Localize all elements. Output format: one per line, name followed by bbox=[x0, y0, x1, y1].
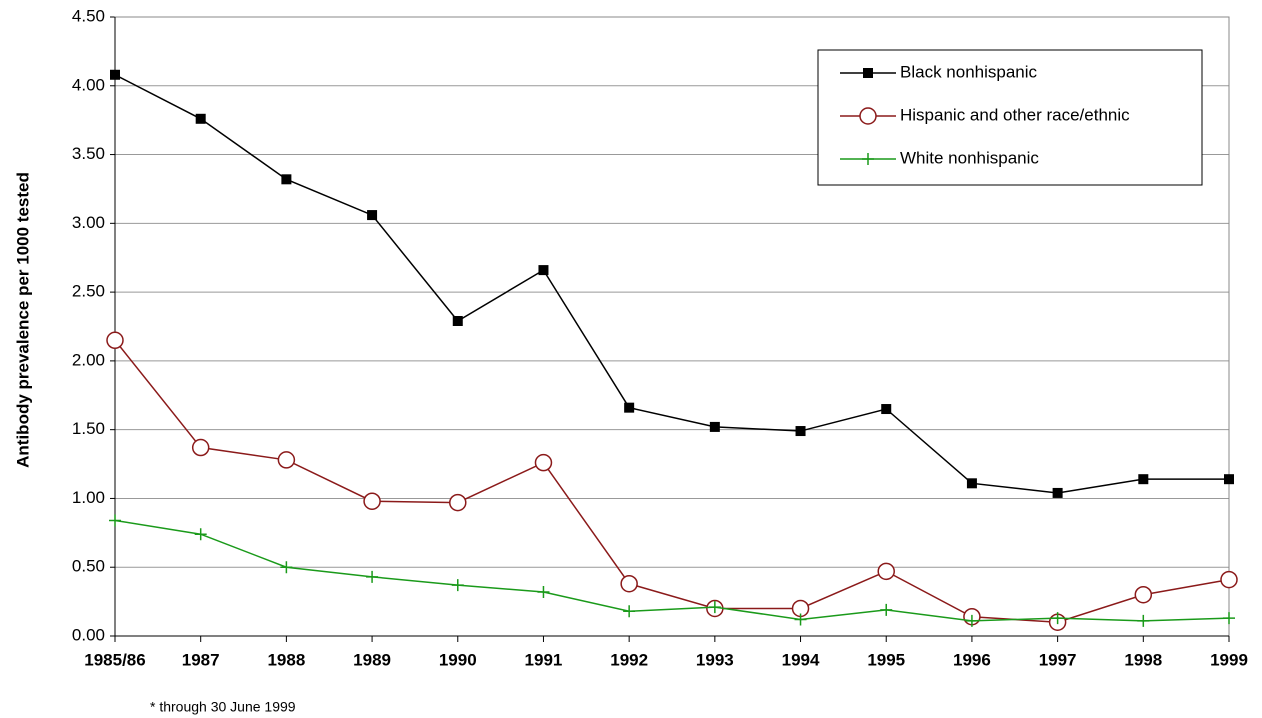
x-tick-label: 1994 bbox=[782, 650, 820, 669]
marker bbox=[709, 421, 720, 432]
y-tick-label: 3.00 bbox=[72, 213, 105, 232]
marker bbox=[1223, 612, 1235, 625]
marker bbox=[110, 69, 120, 80]
marker bbox=[880, 603, 893, 616]
x-tick-label: 1997 bbox=[1039, 650, 1077, 669]
marker bbox=[281, 174, 292, 185]
marker bbox=[794, 613, 807, 626]
marker bbox=[449, 493, 467, 512]
x-tick-label: 1988 bbox=[267, 650, 305, 669]
marker bbox=[191, 438, 210, 457]
marker bbox=[1138, 474, 1149, 485]
marker bbox=[965, 614, 978, 627]
footnote: * through 30 June 1999 bbox=[150, 699, 296, 715]
legend-marker bbox=[863, 68, 873, 78]
series-line bbox=[114, 519, 1230, 622]
x-tick-label: 1993 bbox=[696, 650, 734, 669]
marker bbox=[881, 404, 892, 415]
series-line bbox=[114, 339, 1230, 624]
marker bbox=[1052, 487, 1063, 498]
marker bbox=[1134, 585, 1153, 604]
x-tick-label: 1995 bbox=[867, 650, 905, 669]
x-tick-label: 1990 bbox=[439, 650, 477, 669]
marker bbox=[537, 585, 550, 598]
legend-marker bbox=[859, 107, 877, 125]
y-tick-label: 2.50 bbox=[72, 282, 105, 301]
marker bbox=[708, 601, 721, 614]
marker bbox=[280, 561, 293, 574]
legend-label: White nonhispanic bbox=[900, 148, 1039, 167]
y-tick-label: 1.50 bbox=[72, 419, 105, 438]
x-tick-label: 1998 bbox=[1124, 650, 1162, 669]
marker bbox=[623, 605, 636, 618]
marker bbox=[795, 426, 806, 437]
marker bbox=[620, 574, 638, 593]
marker bbox=[363, 492, 381, 510]
marker bbox=[1137, 614, 1150, 627]
marker bbox=[109, 514, 121, 527]
y-tick-label: 1.00 bbox=[72, 488, 105, 507]
marker bbox=[534, 453, 553, 472]
y-tick-label: 2.00 bbox=[72, 350, 105, 369]
series-line bbox=[114, 74, 1229, 494]
marker bbox=[195, 113, 206, 124]
x-tick-label: 1996 bbox=[953, 650, 991, 669]
marker bbox=[451, 579, 464, 592]
marker bbox=[1220, 570, 1238, 589]
x-tick-label: 1999 bbox=[1210, 650, 1248, 669]
legend-label: Black nonhispanic bbox=[900, 62, 1038, 81]
marker bbox=[624, 402, 635, 413]
y-axis-label: Antibody prevalence per 1000 tested bbox=[13, 172, 32, 468]
marker bbox=[367, 210, 378, 221]
x-tick-label: 1992 bbox=[610, 650, 648, 669]
marker bbox=[194, 528, 207, 541]
x-tick-label: 1987 bbox=[182, 650, 220, 669]
y-tick-label: 0.50 bbox=[72, 557, 105, 576]
y-tick-label: 4.00 bbox=[72, 75, 105, 94]
y-tick-label: 3.50 bbox=[72, 144, 105, 163]
marker bbox=[1051, 612, 1064, 625]
marker bbox=[1224, 474, 1234, 485]
legend-label: Hispanic and other race/ethnic bbox=[900, 105, 1130, 124]
x-tick-label: 1985/86 bbox=[84, 650, 145, 669]
marker bbox=[452, 315, 463, 326]
legend-marker bbox=[862, 153, 874, 165]
marker bbox=[538, 265, 549, 276]
marker bbox=[277, 451, 296, 469]
marker bbox=[966, 478, 977, 489]
marker bbox=[106, 331, 124, 350]
y-tick-label: 4.50 bbox=[72, 6, 105, 25]
x-tick-label: 1989 bbox=[353, 650, 391, 669]
marker bbox=[366, 570, 379, 583]
y-tick-label: 0.00 bbox=[72, 625, 105, 644]
marker bbox=[877, 562, 895, 581]
x-tick-label: 1991 bbox=[525, 650, 563, 669]
